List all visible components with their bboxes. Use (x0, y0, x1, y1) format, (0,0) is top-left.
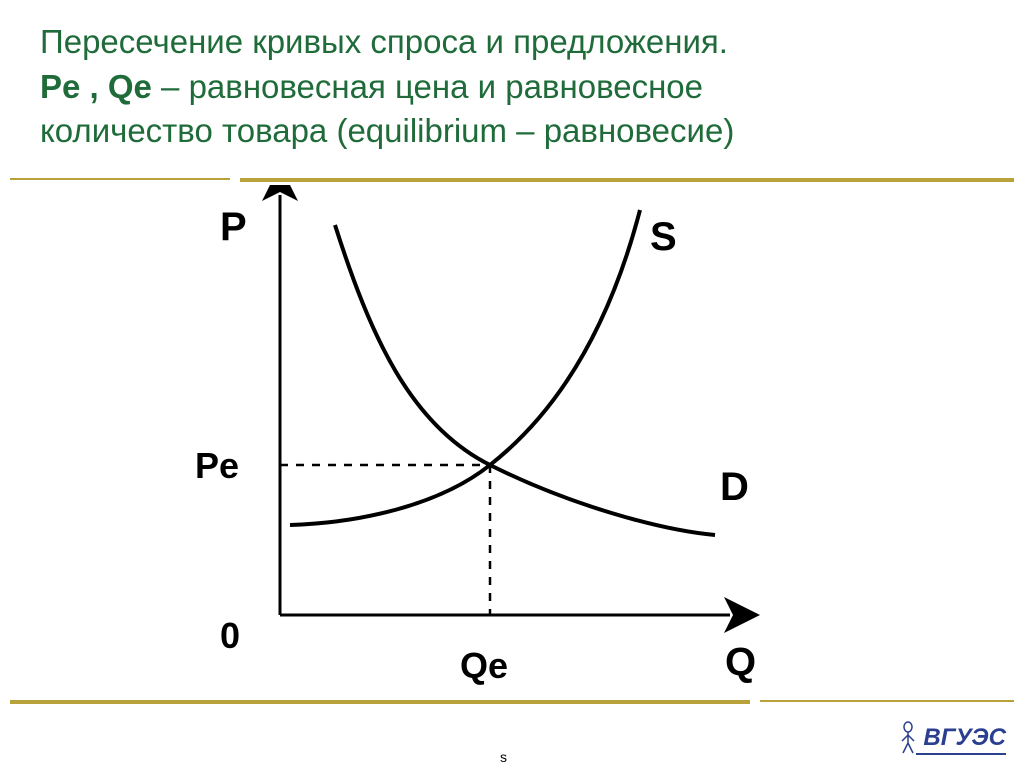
title-bold-terms: Pe , Qe (40, 68, 152, 105)
title-line-2-rest: – равновесная цена и равновесное (152, 68, 703, 105)
label-qe: Qe (460, 645, 508, 687)
logo-text: ВГУЭС (923, 724, 1006, 752)
axis-label-q: Q (725, 640, 756, 685)
logo-underline (916, 753, 1006, 755)
chart-svg (160, 185, 860, 685)
label-origin: 0 (220, 615, 240, 657)
divider-top-thin (10, 178, 230, 180)
footer-logo: ВГУЭС (886, 721, 1006, 755)
curve-label-d: D (720, 465, 749, 510)
axis-label-p: P (220, 205, 247, 250)
stray-letter: s (500, 749, 507, 765)
label-pe: Pe (195, 445, 239, 487)
supply-curve (290, 210, 640, 525)
supply-demand-chart: P S Pe D 0 Qe Q (160, 185, 860, 685)
demand-curve (335, 225, 715, 535)
divider-bottom-thin (760, 700, 1014, 702)
logo-figure-icon (897, 721, 919, 755)
divider-bottom-thick (10, 700, 750, 704)
title-line-2: Pe , Qe – равновесная цена и равновесное (40, 65, 960, 110)
title-line-1: Пересечение кривых спроса и предложения. (40, 20, 960, 65)
curve-label-s: S (650, 215, 677, 260)
divider-top-thick (240, 178, 1014, 182)
title-line-3: количество товара (equilibrium – равнове… (40, 109, 960, 154)
slide-title: Пересечение кривых спроса и предложения.… (40, 20, 960, 154)
slide: Пересечение кривых спроса и предложения.… (0, 0, 1024, 767)
